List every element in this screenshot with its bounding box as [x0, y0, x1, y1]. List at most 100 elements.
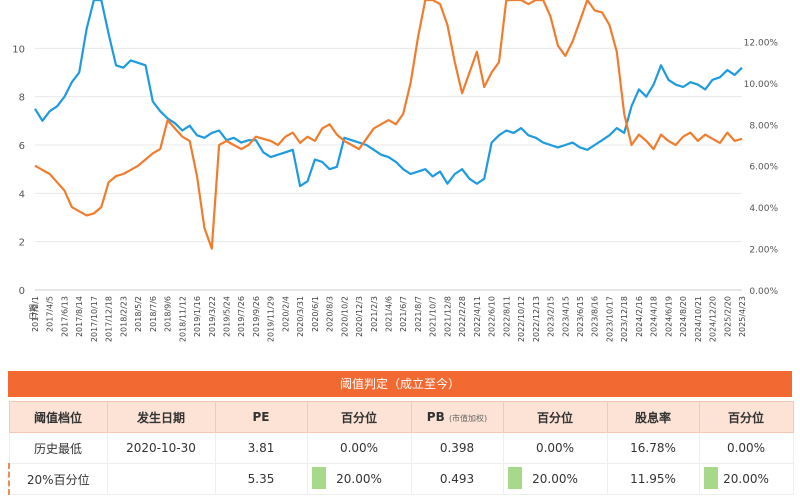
x-axis-tick: 2021/12/8: [443, 296, 452, 337]
right-axis-tick: 10.00%: [744, 80, 779, 90]
pe-series-line: [34, 0, 743, 188]
x-axis-tick: 2024/8/20: [679, 296, 688, 337]
cell-pe: 3.81: [214, 432, 308, 464]
x-axis-tick: 2018/9/6: [164, 296, 173, 332]
x-axis-tick: 2023/4/15: [561, 296, 570, 337]
header-pb: PB (市值加权): [410, 401, 504, 433]
x-axis-tick: 2020/6/1: [311, 296, 320, 332]
x-axis-tick: 2023/8/16: [591, 296, 600, 337]
cell-div-percentile: 20.00%: [698, 463, 794, 495]
header-pe: PE: [214, 401, 308, 433]
table-row: 20%百分位 5.35 20.00% 0.493 20.00% 11.95% 2…: [8, 463, 794, 495]
x-axis-tick: 2023/10/17: [605, 296, 614, 342]
cell-pb-percentile: 0.00%: [502, 432, 608, 464]
x-axis-tick: 2024/12/20: [709, 296, 718, 342]
header-pb-note: (市值加权): [448, 414, 488, 423]
dividend-series-line: [34, 0, 743, 250]
cell-dividend: 11.95%: [606, 463, 700, 495]
percentile-bar: [311, 467, 326, 489]
threshold-table: 阈值档位 发生日期 PE 百分位 PB (市值加权) 百分位 股息率 百分位 历…: [8, 401, 794, 495]
x-axis-tick: 2024/4/18: [650, 296, 659, 337]
right-axis-tick: 12.00%: [744, 38, 779, 48]
table-row: 历史最低 2020-10-30 3.81 0.00% 0.398 0.00% 1…: [8, 432, 794, 464]
x-axis-tick: 2017/4/5: [46, 296, 55, 332]
x-axis-tick: 2018/7/6: [149, 296, 158, 332]
x-axis-tick: 2021/8/7: [414, 296, 423, 332]
chart-area: 0 2 4 6 8 10 0.00% 2.00% 4.00% 6.00% 8.00% 10.00% 12…: [12, 0, 779, 342]
x-axis-label: 日期: [29, 304, 38, 320]
right-axis-tick: 4.00%: [749, 204, 778, 214]
header-pb-label: PB: [426, 410, 445, 424]
x-axis-tick: 2021/10/7: [429, 296, 438, 337]
x-axis-tick: 2020/2/4: [281, 296, 290, 332]
left-axis-tick: 6: [19, 141, 25, 152]
x-axis-tick: 2022/4/11: [473, 296, 482, 337]
x-axis-tick: 2019/9/26: [252, 296, 261, 337]
x-axis-tick: 2019/3/22: [208, 296, 217, 337]
x-axis-tick: 2020/10/2: [340, 296, 349, 337]
right-axis-tick: 2.00%: [749, 246, 778, 256]
right-axis-tick: 8.00%: [749, 121, 778, 131]
threshold-table-section: 阈值判定（成立至今） 阈值档位 发生日期 PE 百分位 PB (市值加权) 百分…: [0, 365, 800, 500]
header-pb-percentile: 百分位: [502, 401, 608, 433]
x-axis-tick: 2017/10/17: [90, 296, 99, 342]
x-axis-tick: 2022/12/13: [532, 296, 541, 342]
x-axis-tick: 2020/3/31: [296, 296, 305, 337]
x-axis-tick: 2017/2/1: [31, 296, 40, 332]
x-axis-tick: 2023/6/15: [576, 296, 585, 337]
cell-level: 历史最低: [8, 432, 108, 464]
x-axis-tick: 2022/8/11: [502, 296, 511, 337]
percentile-text: 20.00%: [336, 472, 382, 486]
x-axis-tick: 2021/6/7: [399, 296, 408, 332]
x-axis-tick: 2018/11/12: [178, 296, 187, 342]
x-axis-tick: 2017/6/13: [60, 296, 69, 337]
x-axis-tick: 2019/5/24: [222, 296, 231, 337]
x-axis-tick: 2020/8/3: [326, 296, 335, 332]
header-date: 发生日期: [106, 401, 216, 433]
x-axis-tick: 2017/8/14: [75, 296, 84, 337]
percentile-text: 20.00%: [723, 472, 769, 486]
cell-pb: 0.398: [410, 432, 504, 464]
x-axis-tick: 2017/12/18: [105, 296, 114, 342]
table-title: 阈值判定（成立至今）: [8, 371, 792, 397]
cell-dividend: 16.78%: [606, 432, 700, 464]
header-level: 阈值档位: [8, 401, 108, 433]
x-axis-tick: 2023/12/18: [620, 296, 629, 342]
cell-pe-percentile: 20.00%: [306, 463, 412, 495]
table-header-row: 阈值档位 发生日期 PE 百分位 PB (市值加权) 百分位 股息率 百分位: [8, 401, 794, 433]
cell-date: 2020-10-30: [106, 432, 216, 464]
cell-div-percentile: 0.00%: [698, 432, 794, 464]
right-axis-tick: 0.00%: [749, 287, 778, 297]
x-axis-tick: 2018/5/2: [134, 296, 143, 332]
header-div-percentile: 百分位: [698, 401, 794, 433]
x-axis-tick: 2019/1/16: [193, 296, 202, 337]
x-axis-tick: 2024/10/21: [694, 296, 703, 342]
x-axis-tick: 2023/2/15: [547, 296, 556, 337]
x-axis-tick: 2021/2/3: [370, 296, 379, 332]
left-axis-tick: 10: [12, 44, 25, 55]
percentile-bar: [507, 467, 522, 489]
cell-level: 20%百分位: [8, 463, 108, 495]
cell-pb-percentile: 20.00%: [502, 463, 608, 495]
x-axis-tick: 2019/7/26: [237, 296, 246, 337]
x-axis-tick: 2020/12/3: [355, 296, 364, 337]
x-axis-tick: 2022/2/28: [458, 296, 467, 337]
header-pe-percentile: 百分位: [306, 401, 412, 433]
x-axis-tick: 2019/11/29: [267, 296, 276, 342]
x-axis-tick: 2025/2/20: [723, 296, 732, 337]
right-axis-tick: 6.00%: [749, 163, 778, 173]
cell-pb: 0.493: [410, 463, 504, 495]
x-axis-tick: 2025/4/23: [738, 296, 747, 337]
left-axis-tick: 0: [19, 286, 25, 297]
left-axis-tick: 8: [19, 93, 25, 104]
percentile-text: 20.00%: [532, 472, 578, 486]
cell-pe-percentile: 0.00%: [306, 432, 412, 464]
cell-pe: 5.35: [214, 463, 308, 495]
x-axis-tick: 2021/4/6: [385, 296, 394, 332]
x-axis-tick: 2022/10/12: [517, 296, 526, 342]
x-axis-tick: 2024/6/19: [664, 296, 673, 337]
x-axis-tick: 2022/6/10: [488, 296, 497, 337]
left-axis-tick: 4: [19, 189, 25, 200]
line-chart: 0 2 4 6 8 10 0.00% 2.00% 4.00% 6.00% 8.00% 10.00% 12…: [12, 0, 779, 342]
x-axis-tick: 2018/2/23: [119, 296, 128, 337]
